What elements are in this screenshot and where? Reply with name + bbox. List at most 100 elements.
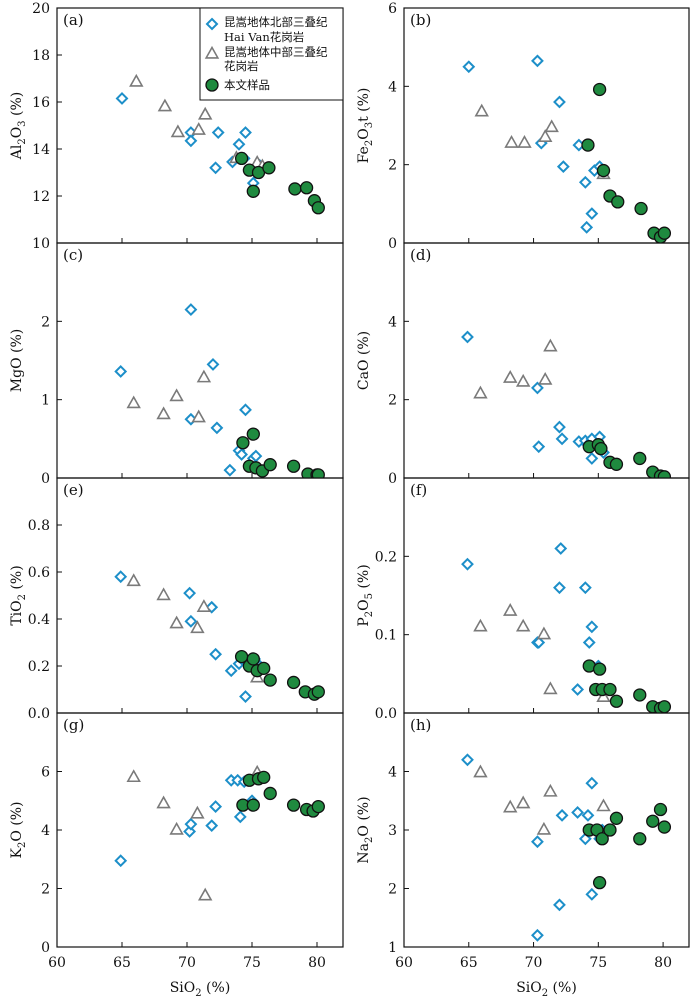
panel-h: (h) 1 2 3 4 60 65 70 75 80 SiO2 (%) Na2O (%) (356, 712, 690, 999)
point-this-study (286, 459, 301, 473)
y-tick-label: 0 (388, 471, 397, 487)
panel-d: (d) 0 2 4 CaO (%) (356, 242, 690, 487)
point-north-hai-van (531, 835, 544, 849)
point-north-hai-van (184, 614, 198, 628)
point-this-study (657, 700, 672, 713)
point-this-study (246, 184, 260, 198)
point-central-granite (156, 587, 171, 601)
point-north-hai-van (461, 330, 474, 344)
data-points (114, 764, 325, 901)
point-north-hai-van (532, 440, 546, 454)
y-axis-label: Al2O3 (%) (9, 92, 28, 161)
x-tick-label: 75 (589, 955, 607, 971)
point-central-granite (169, 821, 184, 835)
point-central-granite (543, 681, 558, 695)
point-north-hai-van (571, 806, 585, 819)
point-this-study (263, 673, 277, 687)
point-north-hai-van (553, 581, 566, 595)
y-tick-label: 2 (388, 882, 397, 898)
point-north-hai-van (183, 586, 197, 600)
y-tick-label: 12 (32, 189, 50, 205)
point-central-granite (537, 129, 553, 142)
point-north-hai-van (114, 854, 128, 868)
panel-label: (b) (410, 11, 431, 29)
point-central-granite (596, 689, 611, 703)
x-tick-label: 70 (178, 955, 196, 971)
point-central-granite (169, 615, 184, 629)
point-this-study (592, 82, 607, 97)
legend-triangle-icon (204, 45, 220, 59)
y-tick-label: 0.6 (28, 565, 50, 581)
point-north-hai-van (239, 126, 252, 139)
point-this-study (633, 832, 647, 846)
point-north-hai-van (553, 95, 566, 109)
y-tick-label: 0.2 (375, 549, 397, 565)
point-north-hai-van (582, 636, 596, 649)
point-this-study (311, 685, 325, 699)
point-north-hai-van (249, 449, 263, 463)
point-north-hai-van (553, 420, 566, 434)
y-tick-label: 0.4 (28, 612, 50, 628)
y-tick-label: 0.0 (28, 706, 50, 722)
point-north-hai-van (233, 810, 247, 824)
point-this-study (657, 226, 672, 240)
point-central-granite (543, 338, 558, 352)
point-north-hai-van (209, 161, 223, 175)
point-this-study (595, 832, 609, 846)
point-north-hai-van (571, 683, 585, 696)
point-north-hai-van (461, 753, 474, 767)
data-points (461, 330, 672, 478)
point-this-study (633, 451, 647, 466)
point-central-granite (536, 821, 552, 835)
axes-frame (56, 712, 344, 948)
point-central-granite (169, 388, 184, 402)
data-points (461, 542, 672, 713)
point-this-study (611, 195, 625, 209)
point-north-hai-van (585, 887, 599, 901)
x-tick-label: 80 (654, 955, 672, 971)
y-tick-label: 2 (41, 882, 50, 898)
point-north-hai-van (580, 220, 594, 234)
point-this-study (311, 201, 325, 215)
point-north-hai-van (209, 800, 223, 814)
point-this-study (634, 201, 648, 216)
point-central-granite (537, 371, 553, 385)
legend-label: 本文样品 (224, 78, 270, 92)
point-central-granite (196, 599, 212, 612)
x-tick-label: 60 (48, 955, 66, 971)
point-this-study (286, 675, 301, 690)
y-tick-label: 4 (388, 765, 397, 781)
x-tick-label: 75 (243, 955, 261, 971)
point-north-hai-van (585, 620, 599, 634)
point-north-hai-van (556, 160, 570, 174)
axes-frame (56, 242, 344, 479)
y-tick-label: 1 (388, 940, 397, 956)
point-central-granite (515, 618, 531, 632)
point-this-study (311, 799, 325, 814)
y-tick-label: 6 (388, 1, 397, 17)
point-this-study (299, 181, 314, 195)
x-tick-label: 70 (525, 955, 543, 971)
point-this-study (653, 802, 668, 817)
data-points (114, 570, 325, 703)
point-this-study (286, 798, 301, 812)
panel-label: (h) (410, 716, 431, 734)
panel-label: (a) (63, 11, 84, 29)
y-tick-label: 0.2 (28, 659, 50, 675)
point-north-hai-van (115, 92, 129, 105)
panel-b: (b) 0 2 4 6 Fe2O3t (%) (356, 1, 690, 252)
point-central-granite (473, 385, 488, 399)
panel-label: (e) (63, 481, 84, 499)
point-this-study (263, 786, 277, 801)
point-north-hai-van (531, 381, 544, 395)
point-north-hai-van (585, 452, 599, 465)
y-tick-label: 2 (388, 158, 397, 174)
point-north-hai-van (531, 928, 544, 942)
point-central-granite (504, 134, 519, 148)
y-tick-label: 0 (41, 471, 50, 487)
point-central-granite (197, 106, 213, 120)
point-central-granite (126, 395, 141, 409)
legend-box (199, 7, 344, 101)
point-north-hai-van (211, 126, 225, 139)
